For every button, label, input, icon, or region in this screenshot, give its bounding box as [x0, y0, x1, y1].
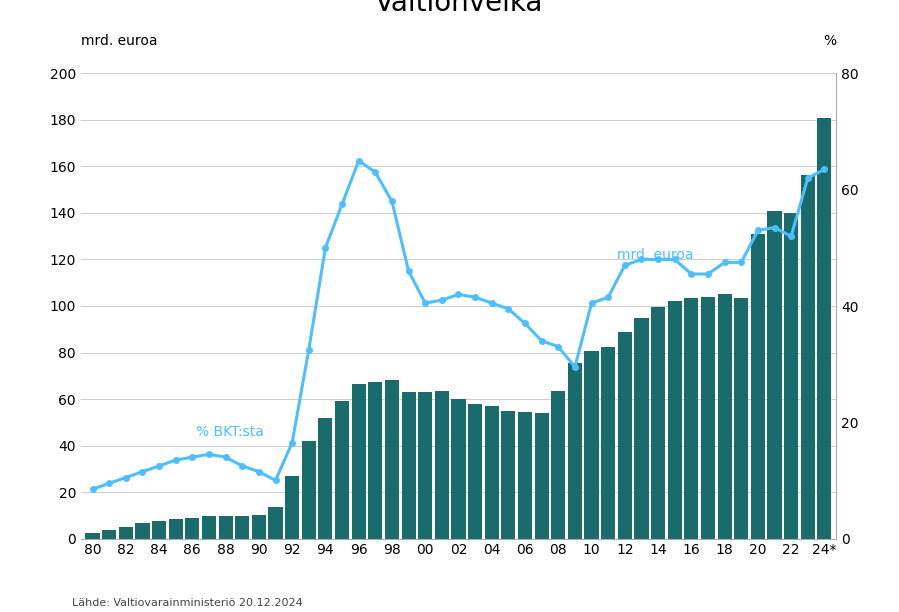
Bar	[252, 515, 266, 539]
Bar	[269, 507, 282, 539]
Bar	[335, 401, 349, 539]
Bar	[468, 404, 482, 539]
Bar	[751, 234, 765, 539]
Bar	[601, 346, 615, 539]
Bar	[651, 307, 665, 539]
Bar	[635, 318, 648, 539]
Bar	[451, 399, 466, 539]
Bar	[568, 363, 582, 539]
Bar	[435, 391, 449, 539]
Bar	[684, 298, 699, 539]
Bar	[185, 518, 200, 539]
Bar	[352, 384, 366, 539]
Bar	[768, 211, 781, 539]
Bar	[285, 476, 299, 539]
Bar	[236, 517, 249, 539]
Bar	[418, 392, 432, 539]
Bar	[784, 213, 798, 539]
Text: Lähde: Valtiovarainministeriö 20.12.2024: Lähde: Valtiovarainministeriö 20.12.2024	[72, 598, 303, 608]
Bar	[169, 519, 182, 539]
Bar	[218, 517, 233, 539]
Bar	[551, 391, 565, 539]
Bar	[302, 441, 316, 539]
Bar	[801, 174, 814, 539]
Bar	[584, 351, 599, 539]
Bar	[717, 294, 732, 539]
Bar	[119, 527, 133, 539]
Bar	[668, 301, 681, 539]
Bar	[817, 118, 832, 539]
Bar	[402, 392, 415, 539]
Bar	[535, 413, 548, 539]
Bar	[518, 412, 532, 539]
Bar	[385, 381, 399, 539]
Bar	[202, 517, 216, 539]
Text: % BKT:sta: % BKT:sta	[196, 425, 263, 439]
Text: mrd. euroa: mrd. euroa	[81, 34, 157, 48]
Title: Valtionvelka: Valtionvelka	[374, 0, 543, 17]
Bar	[369, 382, 382, 539]
Bar	[136, 523, 149, 539]
Bar	[618, 332, 632, 539]
Bar	[152, 521, 166, 539]
Bar	[102, 531, 116, 539]
Bar	[701, 297, 715, 539]
Bar	[734, 298, 748, 539]
Text: mrd. euroa: mrd. euroa	[617, 248, 693, 262]
Bar	[318, 417, 333, 539]
Bar	[85, 532, 100, 539]
Bar	[502, 411, 515, 539]
Bar	[485, 406, 499, 539]
Text: %: %	[823, 34, 836, 48]
